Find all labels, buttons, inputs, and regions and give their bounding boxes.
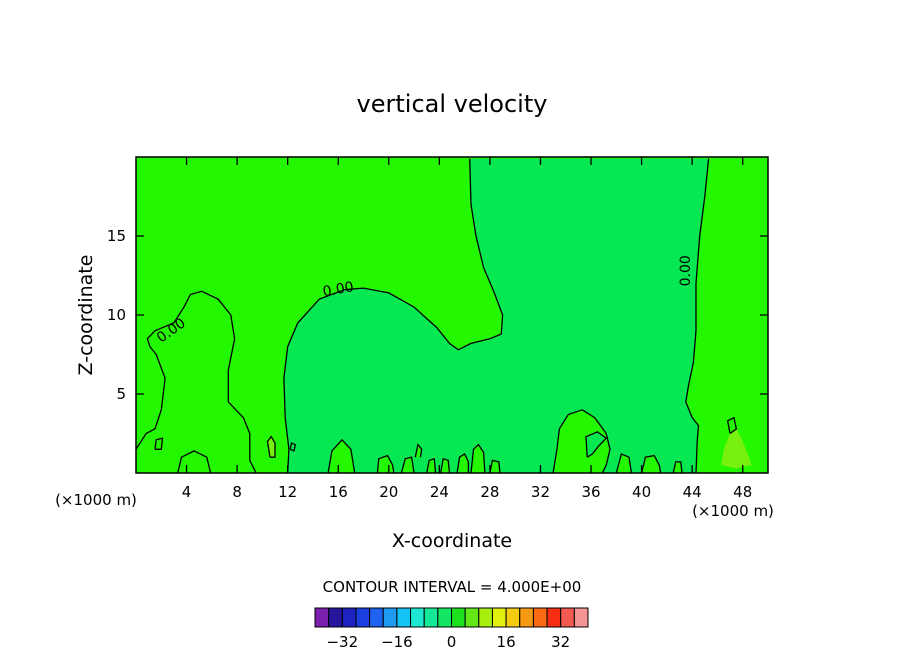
x-tick-label: 28 [480, 483, 499, 501]
x-tick-label: 8 [232, 483, 242, 501]
zero-contour-line [552, 409, 611, 473]
positive-cell-fill [471, 444, 485, 473]
colorbar-swatch [314, 607, 330, 628]
x-unit-left: (×1000 m) [55, 491, 137, 509]
positive-cell-fill [616, 454, 632, 473]
colorbar-tick-label: −32 [326, 633, 358, 651]
positive-cell-fill [155, 438, 163, 450]
colorbar-swatch [573, 607, 589, 628]
x-tick-label: 32 [531, 483, 550, 501]
zero-contour-line [154, 437, 164, 450]
zero-contour-line [327, 438, 356, 473]
zero-contour-line [266, 435, 276, 458]
colorbar-swatch [382, 607, 398, 628]
x-axis-label: X-coordinate [392, 530, 512, 552]
zero-contour-line [289, 442, 297, 452]
zero-contour-line [470, 443, 486, 473]
zero-contour-line [585, 431, 608, 458]
colorbar-tick-label: 0 [447, 633, 457, 651]
zero-contour-line [439, 457, 451, 473]
x-tick-label: 4 [182, 483, 192, 501]
zero-contour-lines [136, 158, 738, 473]
colorbar-swatch [491, 607, 507, 628]
zero-contour-line [726, 416, 738, 435]
colorbar-tick-label: 16 [497, 633, 516, 651]
x-tick-label: 16 [329, 483, 348, 501]
colorbar [314, 607, 589, 628]
zero-contour-line [136, 290, 257, 473]
x-axis-ticks: 4 8 12 16 20 24 28 32 36 40 44 48 [182, 157, 752, 501]
contour-label: 0.00 [678, 255, 694, 286]
x-tick-label: 24 [430, 483, 449, 501]
x-tick-label: 44 [683, 483, 702, 501]
zero-contour-line [400, 456, 415, 473]
colorbar-swatch [451, 607, 466, 628]
colorbar-swatch [560, 607, 575, 628]
x-tick-label: 20 [379, 483, 398, 501]
y-tick-label: 10 [107, 306, 126, 324]
colorbar-tick-label: −16 [381, 633, 413, 651]
x-tick-label: 48 [733, 483, 752, 501]
zero-contour-line [177, 450, 212, 473]
colorbar-tick-labels: −32 −16 0 16 32 [326, 633, 570, 651]
plot-area: 0.000.000.00 [135, 156, 769, 474]
zero-contour-line [640, 454, 662, 473]
colorbar-swatch [532, 607, 548, 628]
y-tick-label: 15 [107, 227, 126, 245]
zero-contour-line [456, 453, 470, 473]
colorbar-swatch [437, 607, 453, 628]
zero-contour-line [426, 457, 437, 473]
colorbar-swatch [341, 607, 357, 628]
light-green-patch [721, 428, 752, 469]
zero-contour-line [685, 158, 710, 473]
y-axis-ticks: 5 10 15 [107, 227, 768, 403]
contour-label: 0.00 [322, 279, 355, 300]
colorbar-swatch [355, 607, 371, 628]
colorbar-swatch [410, 607, 425, 628]
chart-title: vertical velocity [357, 90, 548, 118]
zero-contour-line [283, 158, 504, 473]
colorbar-swatch [478, 607, 493, 628]
positive-cell-fill [553, 409, 610, 473]
contour-interval-text: CONTOUR INTERVAL = 4.000E+00 [323, 578, 582, 596]
colorbar-swatch [423, 607, 439, 628]
colorbar-tick-label: 32 [551, 633, 570, 651]
near-zero-fill-region [283, 158, 709, 473]
colorbar-swatch [464, 607, 480, 628]
colorbar-swatch [505, 607, 521, 628]
zero-contour-line [615, 453, 633, 473]
x-tick-label: 12 [278, 483, 297, 501]
colorbar-swatch [396, 607, 412, 628]
zero-contour-line [414, 443, 423, 458]
colorbar-swatch [369, 607, 384, 628]
y-axis-label: Z-coordinate [75, 255, 97, 376]
y-tick-label: 5 [116, 385, 126, 403]
x-tick-label: 36 [581, 483, 600, 501]
colorbar-swatch [328, 607, 343, 628]
x-unit-right: (×1000 m) [692, 502, 774, 520]
near-zero-island-fill [586, 431, 607, 458]
zero-contour-line [672, 461, 683, 473]
x-tick-label: 40 [632, 483, 651, 501]
zero-contour-line [489, 459, 501, 473]
colorbar-swatch [546, 607, 562, 628]
colorbar-swatch [519, 607, 534, 628]
zero-contour-line [376, 454, 395, 473]
